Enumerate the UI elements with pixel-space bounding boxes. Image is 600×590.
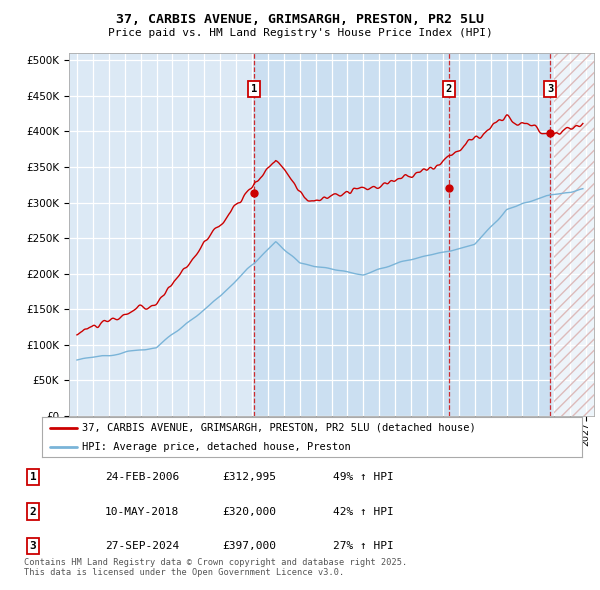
- Text: 2: 2: [29, 507, 37, 516]
- Bar: [254, 53, 550, 416]
- Text: 27% ↑ HPI: 27% ↑ HPI: [333, 542, 394, 551]
- Text: £312,995: £312,995: [222, 472, 276, 481]
- Text: 37, CARBIS AVENUE, GRIMSARGH, PRESTON, PR2 5LU (detached house): 37, CARBIS AVENUE, GRIMSARGH, PRESTON, P…: [83, 422, 476, 432]
- Text: 1: 1: [29, 472, 37, 481]
- Text: HPI: Average price, detached house, Preston: HPI: Average price, detached house, Pres…: [83, 442, 351, 452]
- Text: £320,000: £320,000: [222, 507, 276, 516]
- Text: 37, CARBIS AVENUE, GRIMSARGH, PRESTON, PR2 5LU: 37, CARBIS AVENUE, GRIMSARGH, PRESTON, P…: [116, 13, 484, 26]
- Text: 24-FEB-2006: 24-FEB-2006: [105, 472, 179, 481]
- Text: Contains HM Land Registry data © Crown copyright and database right 2025.
This d: Contains HM Land Registry data © Crown c…: [24, 558, 407, 577]
- Text: £397,000: £397,000: [222, 542, 276, 551]
- Text: 2: 2: [445, 84, 452, 94]
- Text: 1: 1: [251, 84, 257, 94]
- Text: 27-SEP-2024: 27-SEP-2024: [105, 542, 179, 551]
- Text: 42% ↑ HPI: 42% ↑ HPI: [333, 507, 394, 516]
- Text: Price paid vs. HM Land Registry's House Price Index (HPI): Price paid vs. HM Land Registry's House …: [107, 28, 493, 38]
- Text: 3: 3: [29, 542, 37, 551]
- Bar: [554, 53, 594, 416]
- Text: 10-MAY-2018: 10-MAY-2018: [105, 507, 179, 516]
- Bar: [554, 53, 594, 416]
- Text: 49% ↑ HPI: 49% ↑ HPI: [333, 472, 394, 481]
- Text: 3: 3: [547, 84, 553, 94]
